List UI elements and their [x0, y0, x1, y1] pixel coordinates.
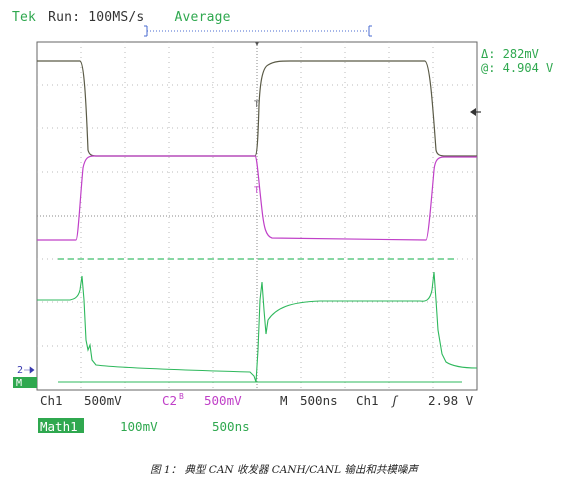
status-row-math: Math1 100mV 500ns [12, 419, 568, 435]
record-view-bracket [144, 25, 372, 37]
acquisition-mode: Average [174, 10, 231, 25]
trigger-point-ch1: T [254, 100, 260, 110]
ch1-label: Ch1 [40, 393, 63, 408]
math-noise-waveform [37, 271, 478, 383]
ch1-scale: 500mV [84, 393, 122, 408]
header-bar: Tek Run: 100MS/s Average [12, 10, 231, 25]
run-status: Run: 100MS/s [48, 10, 145, 25]
trigger-level: 2.98 V [428, 393, 474, 408]
math-label-background [38, 418, 84, 433]
figure-caption: 图 1： 典型 CAN 收发器 CANH/CANL 输出和共模噪声 [150, 464, 418, 476]
ch1-canh-waveform [37, 60, 477, 157]
rising-edge-icon: ʃ [391, 393, 399, 408]
math-scale: 100mV [120, 419, 158, 434]
ch2-scale: 500mV [204, 393, 242, 408]
delta-readout: Δ: 282mV [481, 47, 539, 61]
ch2-ground-arrow [24, 366, 35, 374]
ch2-ground-marker: 2 [17, 365, 23, 376]
math-label: Math1 [40, 419, 78, 434]
timebase-scale: 500ns [300, 393, 338, 408]
brand-label: Tek [12, 10, 37, 25]
math-ground-marker: M [16, 378, 22, 389]
status-row-channels: Ch1 500mV C2 B 500mV M 500ns Ch1 ʃ 2.98 … [12, 392, 568, 409]
trigger-point-ch2: T [254, 186, 260, 196]
at-readout: @: 4.904 V [481, 61, 554, 75]
math-ground-marker-bg [13, 377, 37, 388]
ch2-canl-waveform [37, 155, 477, 241]
trigger-source: Ch1 [356, 393, 379, 408]
ch2-label: C2 [162, 393, 178, 408]
cursor-readout: Δ: 282mV @: 4.904 V [481, 47, 553, 75]
ch2-bandwidth-icon: B [179, 392, 184, 401]
graticule-vertical-lines [80, 42, 434, 390]
trigger-position-marker [255, 42, 259, 46]
timebase-label: M [280, 393, 288, 408]
ch1-reference-arrow [470, 108, 476, 116]
math-timebase: 500ns [212, 419, 250, 434]
